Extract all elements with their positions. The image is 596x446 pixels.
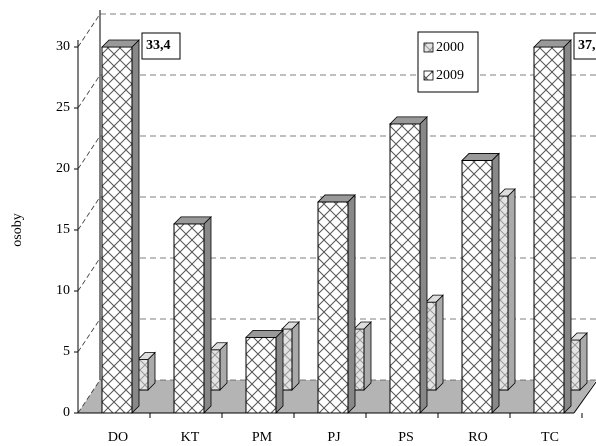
floor-edge — [573, 381, 596, 414]
value-label-box — [141, 32, 181, 60]
y-axis-label: osoby — [10, 213, 25, 246]
legend-label: 2000 — [436, 40, 464, 55]
x-tick-label: RO — [468, 430, 487, 445]
bar-side — [563, 39, 572, 414]
bar-group — [245, 329, 284, 414]
bar-side — [291, 321, 300, 391]
bar — [209, 349, 221, 391]
bar-group — [281, 321, 300, 391]
bar-top — [137, 352, 156, 360]
legend-box — [417, 31, 479, 93]
bar-side — [419, 115, 428, 414]
bar-top — [497, 188, 516, 197]
legend-swatch — [423, 70, 434, 81]
x-tick-label: KT — [181, 430, 200, 445]
bar — [389, 123, 421, 414]
y-tick-label: 0 — [63, 405, 70, 420]
bar-group — [425, 294, 444, 391]
bar — [569, 339, 581, 391]
bar-top — [569, 332, 588, 341]
bar — [101, 46, 133, 414]
bar-side — [347, 193, 356, 414]
bar-top — [425, 294, 444, 303]
bar-side — [203, 215, 212, 414]
x-tick-label: PS — [398, 430, 414, 445]
bar — [173, 223, 205, 414]
bar-top — [101, 39, 140, 48]
bar-side — [275, 329, 284, 414]
y-tick-label: 20 — [56, 161, 70, 176]
bar — [497, 195, 509, 391]
grid-line — [77, 135, 101, 170]
bar-group — [389, 115, 428, 414]
y-tick-label: 15 — [56, 222, 70, 237]
bar — [245, 336, 277, 414]
bar — [137, 359, 149, 391]
grid-line — [77, 318, 101, 353]
bar-side — [435, 294, 444, 391]
bar — [425, 301, 437, 391]
bar-top — [245, 329, 284, 338]
bar-top — [317, 194, 356, 203]
x-tick-label: PJ — [327, 430, 341, 445]
legend-swatch — [423, 42, 434, 53]
bar-group — [497, 188, 516, 391]
value-label: 37,8 — [578, 38, 596, 53]
bar — [281, 328, 293, 391]
bar-side — [579, 332, 588, 391]
bar — [353, 328, 365, 391]
bar-side — [507, 188, 516, 391]
bar — [533, 46, 565, 414]
bar-group — [137, 351, 156, 391]
bar-group — [173, 215, 212, 414]
bar-top — [533, 39, 572, 48]
bar-side — [363, 321, 372, 391]
bar-group — [101, 39, 140, 414]
bar-side — [491, 152, 500, 414]
x-tick-label: TC — [541, 430, 559, 445]
bar-side — [219, 341, 228, 391]
grid-line — [77, 13, 101, 48]
bar — [461, 159, 493, 414]
bar-group — [533, 39, 572, 414]
value-label: 33,4 — [146, 38, 171, 53]
grid-line — [77, 257, 101, 292]
bar-top — [209, 342, 228, 351]
value-label-box — [573, 32, 596, 60]
x-tick-label: DO — [108, 430, 128, 445]
y-tick-label: 25 — [56, 100, 70, 115]
bar-top — [389, 116, 428, 125]
x-tick-label: PM — [252, 430, 273, 445]
bar-group — [461, 152, 500, 414]
y-tick-label: 30 — [56, 39, 70, 54]
y-tick-label: 5 — [63, 344, 70, 359]
grid-line — [77, 196, 101, 231]
bar-group — [209, 341, 228, 391]
bar-top — [281, 321, 300, 330]
bar-group — [353, 321, 372, 391]
legend-label: 2009 — [436, 68, 464, 83]
bar-top — [461, 153, 500, 161]
grid-line — [77, 74, 101, 109]
grid-line — [77, 379, 101, 414]
bar-top — [173, 216, 212, 225]
bar — [317, 201, 349, 414]
bar-group — [317, 193, 356, 414]
bar-side — [131, 39, 140, 414]
bar-top — [353, 321, 372, 330]
y-tick-label: 10 — [56, 283, 70, 298]
bar-group — [569, 332, 588, 391]
